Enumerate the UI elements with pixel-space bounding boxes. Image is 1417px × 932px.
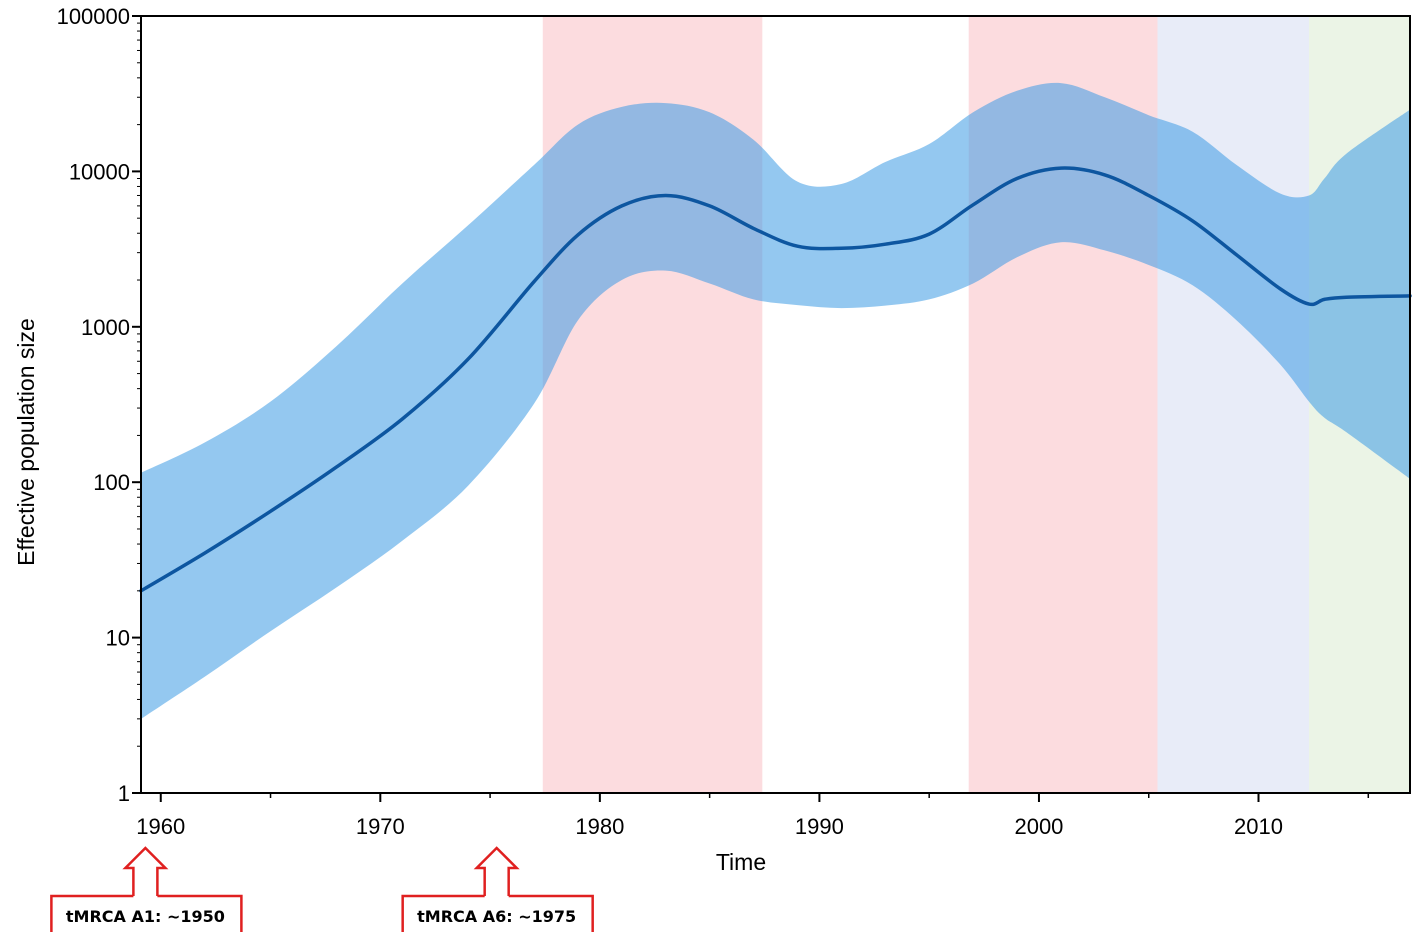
callout-label: tMRCA A6: ~1975 bbox=[417, 907, 576, 926]
x-tick-label: 1960 bbox=[136, 814, 185, 839]
y-tick-label: 100 bbox=[93, 470, 130, 495]
x-tick-label: 1970 bbox=[356, 814, 405, 839]
callout-arrow bbox=[122, 846, 169, 896]
y-tick-label: 1000 bbox=[81, 315, 130, 340]
callout-arrow bbox=[473, 846, 520, 896]
median-line bbox=[139, 166, 1412, 593]
hpd-band-0 bbox=[141, 82, 1410, 719]
y-axis: 1 10 100 1000 10000 100000 bbox=[57, 4, 141, 806]
callout-box bbox=[401, 894, 594, 932]
y-axis-title: Effective population size bbox=[13, 318, 39, 566]
median-line-0 bbox=[139, 166, 1412, 593]
confidence-band bbox=[141, 82, 1410, 719]
callout-1: tMRCA A6: ~1975 bbox=[401, 846, 594, 932]
y-tick-label: 100000 bbox=[57, 4, 130, 29]
y-tick-label: 10 bbox=[106, 626, 130, 651]
y-tick-label: 10000 bbox=[69, 159, 130, 184]
callout-label: tMRCA A1: ~1950 bbox=[66, 907, 225, 926]
y-tick-label: 1 bbox=[118, 781, 130, 806]
callout-box bbox=[50, 894, 243, 932]
x-axis-title: Time bbox=[716, 849, 766, 875]
x-tick-label: 2000 bbox=[1014, 814, 1063, 839]
x-axis: 1960 1970 1980 1990 2000 2010 bbox=[136, 793, 1370, 839]
callout-0: tMRCA A1: ~1950 bbox=[50, 846, 243, 932]
annotations: tMRCA A1: ~1950 tMRCA A6: ~1975 bbox=[50, 846, 594, 932]
x-tick-label: 1990 bbox=[795, 814, 844, 839]
plot-frame bbox=[140, 15, 1411, 794]
x-tick-label: 2010 bbox=[1234, 814, 1283, 839]
x-tick-label: 1980 bbox=[575, 814, 624, 839]
